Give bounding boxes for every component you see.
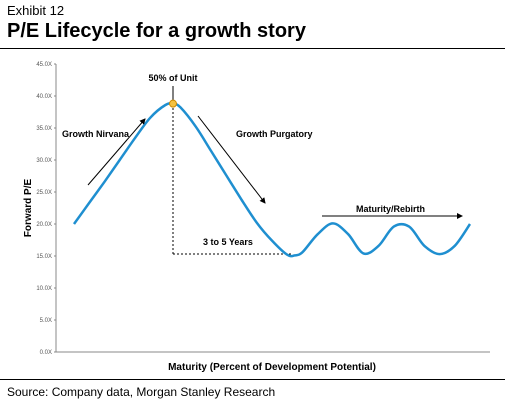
bottom-rule <box>0 379 505 380</box>
peak-marker <box>169 99 177 108</box>
x-axis-label: Maturity (Percent of Development Potenti… <box>168 362 376 373</box>
top-rule <box>0 48 505 49</box>
growth-purgatory-arrow <box>197 115 266 204</box>
pe-curve-line <box>72 102 472 258</box>
y-tick-label: 0.0X <box>40 350 52 356</box>
y-tick-group: 0.0X 5.0X 10.0X 15.0X 20.0X 25.0X 30.0X 35.0X 40… <box>36 62 56 356</box>
growth-nirvana-label: Growth Nirvana <box>62 129 130 139</box>
y-tick-label: 40.0X <box>36 94 52 100</box>
y-tick-label: 5.0X <box>40 318 52 324</box>
y-axis-label: Forward P/E <box>23 179 34 238</box>
exhibit-label: Exhibit 12 <box>7 3 65 18</box>
y-tick-label: 35.0X <box>36 126 52 132</box>
source-note: Source: Company data, Morgan Stanley Res… <box>7 385 276 399</box>
y-tick-label: 10.0X <box>36 286 52 292</box>
growth-purgatory-label: Growth Purgatory <box>236 129 313 139</box>
peak-label: 50% of Unit <box>148 73 197 83</box>
y-tick-label: 15.0X <box>36 254 52 260</box>
growth-nirvana-arrow <box>87 118 146 186</box>
chart-title: P/E Lifecycle for a growth story <box>7 20 306 42</box>
maturity-rebirth-label: Maturity/Rebirth <box>356 204 425 214</box>
y-tick-label: 20.0X <box>36 222 52 228</box>
y-tick-label: 45.0X <box>36 62 52 68</box>
duration-label: 3 to 5 Years <box>203 237 253 247</box>
y-tick-label: 30.0X <box>36 158 52 164</box>
y-tick-label: 25.0X <box>36 190 52 196</box>
